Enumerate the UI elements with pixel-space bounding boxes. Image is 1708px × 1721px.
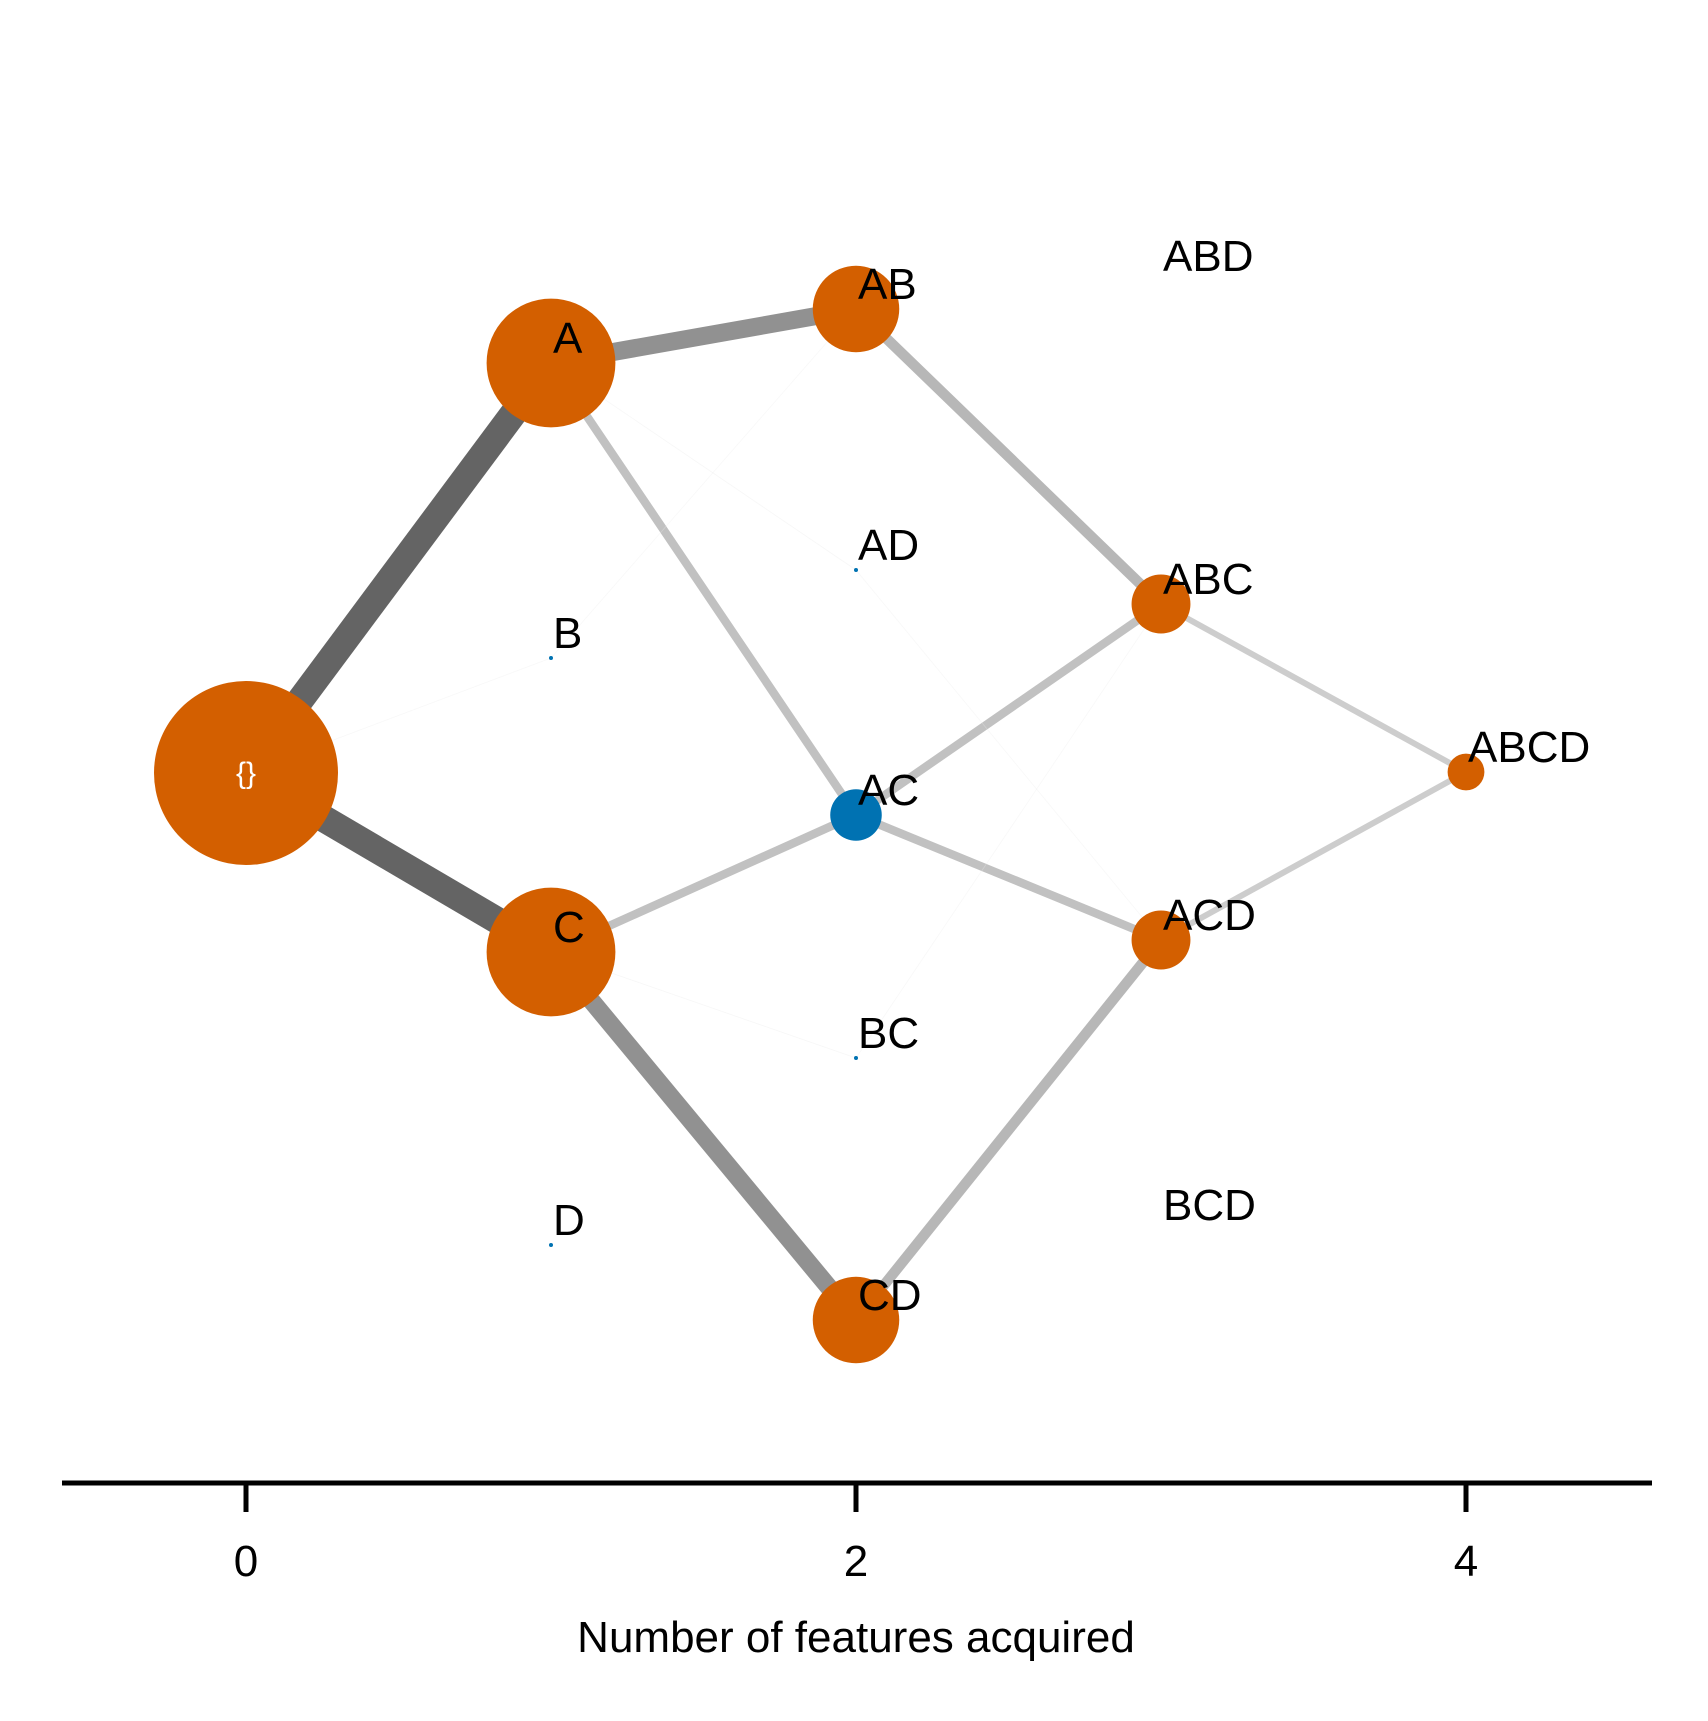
node-label-AC: AC xyxy=(858,766,919,815)
node-AB xyxy=(812,265,900,353)
node-A xyxy=(486,298,616,428)
edge-ACD-ABCD xyxy=(1159,769,1468,943)
node-ABC xyxy=(1131,574,1191,634)
node-D xyxy=(549,1243,553,1247)
node-label-BCD: BCD xyxy=(1163,1181,1256,1230)
node-label-A: A xyxy=(553,314,583,363)
node-label-BC: BC xyxy=(858,1009,919,1058)
x-tick-label-2: 2 xyxy=(844,1537,868,1586)
node-AD xyxy=(854,568,858,572)
node-B xyxy=(549,656,553,660)
node-label-root: {} xyxy=(236,757,256,790)
edge-C-CD xyxy=(544,946,863,1326)
node-layer xyxy=(154,265,1485,1364)
node-label-ABCD: ABCD xyxy=(1468,723,1590,772)
edge-ABC-ABCD xyxy=(1159,601,1468,775)
node-label-AB: AB xyxy=(858,260,917,309)
node-CD xyxy=(812,1276,900,1364)
node-C xyxy=(486,887,616,1017)
node-root xyxy=(154,681,338,865)
edge-AB-ABC xyxy=(852,305,1165,608)
node-ACD xyxy=(1131,910,1191,970)
edge-AC-ABC xyxy=(853,600,1164,819)
node-label-ACD: ACD xyxy=(1163,891,1256,940)
edge-B-AB xyxy=(550,308,857,659)
edge-AD-ACD xyxy=(855,569,1162,941)
node-label-ABD: ABD xyxy=(1163,232,1253,281)
edge-CD-ACD xyxy=(851,936,1166,1324)
node-label-ABC: ABC xyxy=(1163,555,1253,604)
edge-AC-ACD xyxy=(854,811,1163,944)
edge-A-AC xyxy=(547,360,860,818)
x-axis-title: Number of features acquired xyxy=(577,1613,1135,1662)
edge-BC-ABC xyxy=(855,603,1162,1059)
x-tick-label-0: 0 xyxy=(234,1537,258,1586)
x-tick-label-4: 4 xyxy=(1454,1537,1478,1586)
node-BC xyxy=(854,1056,858,1060)
x-axis: 0 2 4 xyxy=(62,1480,1652,1586)
node-label-B: B xyxy=(553,609,582,658)
node-label-C: C xyxy=(553,903,585,952)
node-AC xyxy=(830,789,882,841)
node-label-AD: AD xyxy=(858,521,919,570)
node-label-CD: CD xyxy=(858,1271,922,1320)
node-label-D: D xyxy=(553,1196,585,1245)
node-ABCD xyxy=(1447,753,1485,791)
